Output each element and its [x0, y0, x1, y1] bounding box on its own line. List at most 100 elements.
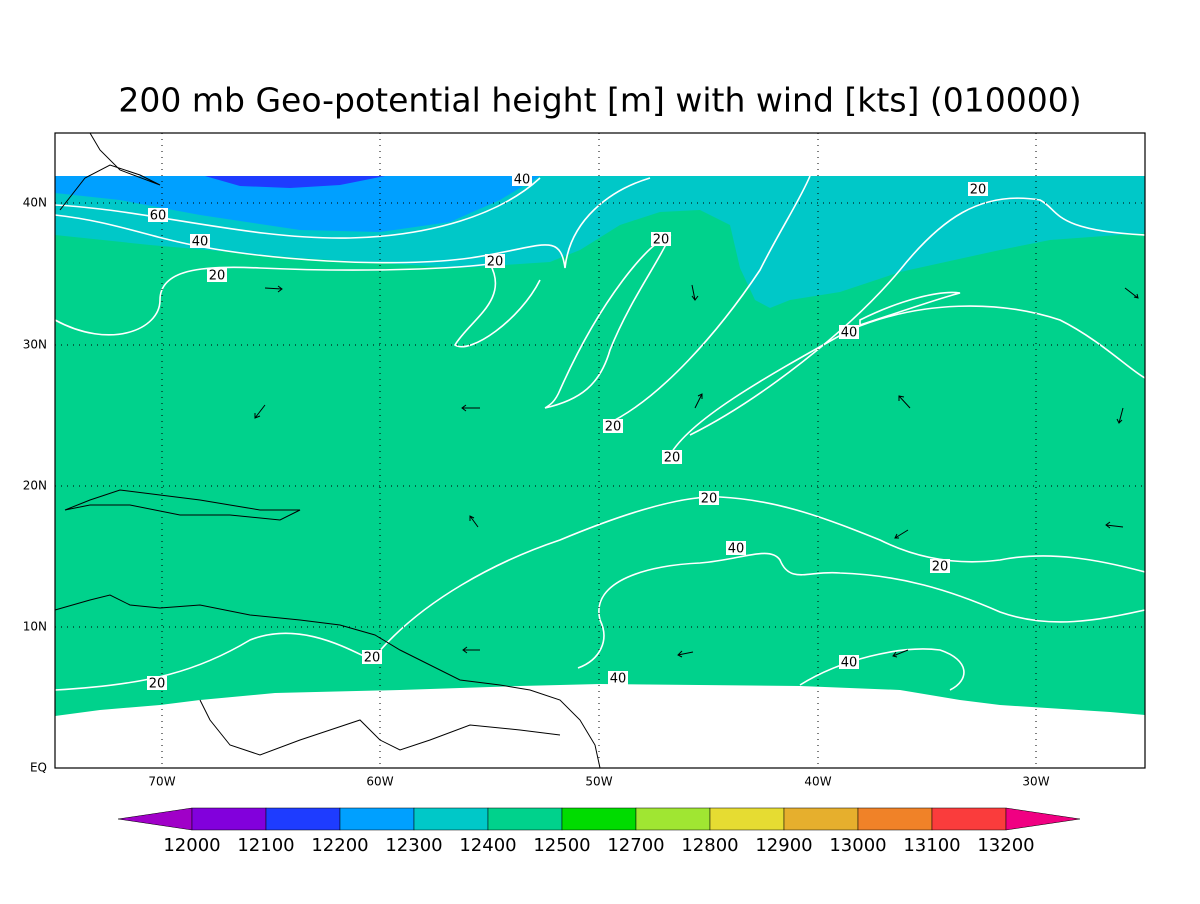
wind-arrow	[469, 515, 479, 528]
contour-line	[54, 177, 651, 269]
contour-line	[859, 291, 961, 327]
contour-label-bg	[726, 541, 746, 555]
fill-12100	[205, 176, 385, 188]
colorbar-box	[191, 807, 267, 831]
colorbar-box	[487, 807, 563, 831]
colorbar-box	[857, 807, 933, 831]
title: 200 mb Geo-potential height [m] with win…	[118, 81, 1081, 120]
contour-label: 20	[364, 651, 381, 666]
wind-arrow	[677, 650, 694, 658]
colorbar-triangle	[117, 807, 193, 831]
colorbar-box	[635, 807, 711, 831]
contour-line	[669, 305, 1146, 456]
labels: 70W 60W 50W 40W 30W EQ 10N 20N 30N 40N 40 20 60 40 20 2…	[23, 172, 1050, 789]
lat-label: 20N	[23, 479, 47, 493]
lon-label: 60W	[366, 775, 393, 789]
wind-arrow	[898, 395, 911, 409]
contour-label-bg	[608, 671, 628, 685]
coastline	[54, 594, 601, 769]
contour-label-bg	[148, 208, 168, 222]
wind-arrow	[694, 393, 703, 409]
colorbar-label: 12100	[237, 835, 294, 856]
lon-label: 50W	[585, 775, 612, 789]
contour-label-bg	[651, 232, 671, 246]
coastline	[199, 699, 561, 756]
colorbar-box	[561, 807, 637, 831]
contour-label-bg	[839, 655, 859, 669]
colorbar-box	[931, 807, 1007, 831]
contours	[54, 175, 1146, 691]
map-frame	[54, 132, 1146, 769]
contour-label: 40	[610, 672, 627, 687]
contour-label-bg	[512, 172, 532, 186]
wind-arrow	[894, 529, 909, 539]
contour-label-bg	[662, 450, 682, 464]
colorbar-label: 13000	[829, 835, 886, 856]
wind-arrow	[264, 285, 283, 293]
lat-label: 30N	[23, 338, 47, 352]
wind-arrow	[462, 646, 480, 654]
contour-label: 20	[970, 183, 987, 198]
colorbar-triangle	[1005, 807, 1081, 831]
contour-label: 20	[209, 269, 226, 284]
lat-label: 10N	[23, 620, 47, 634]
contour-label: 20	[487, 255, 504, 270]
colorbar-label: 12000	[163, 835, 220, 856]
colorbar-label: 12800	[681, 835, 738, 856]
contour-line	[604, 175, 811, 426]
colorbar-label: 12900	[755, 835, 812, 856]
wind-vectors	[254, 284, 1139, 658]
contour-label: 20	[653, 233, 670, 248]
fill-12200	[55, 176, 540, 232]
coastline	[59, 132, 161, 211]
contour-label: 20	[932, 560, 949, 575]
contour-label: 40	[514, 173, 531, 188]
colorbar-box	[265, 807, 341, 831]
wind-arrow	[691, 284, 699, 301]
wind-arrow	[892, 649, 909, 658]
lon-label: 30W	[1022, 775, 1049, 789]
fill-12400	[55, 176, 1145, 716]
contour-label-bg	[207, 268, 227, 282]
fields	[55, 176, 1145, 716]
colorbar-box	[709, 807, 785, 831]
contour-line	[577, 552, 1146, 669]
contour-label: 40	[841, 326, 858, 341]
contour-label-bg	[190, 234, 210, 248]
lon-label: 70W	[148, 775, 175, 789]
wind-arrow	[461, 404, 480, 412]
colorbar-label: 12700	[607, 835, 664, 856]
colorbar-box	[413, 807, 489, 831]
contour-label-bg	[699, 491, 719, 505]
coastlines	[54, 132, 601, 769]
lat-label: EQ	[30, 761, 47, 775]
colorbar-label: 12300	[385, 835, 442, 856]
wind-arrow	[1116, 407, 1124, 424]
contour-label-bg	[362, 650, 382, 664]
coastline	[64, 489, 301, 521]
contour-label: 40	[841, 656, 858, 671]
contour-label-bg	[930, 559, 950, 573]
contour-label: 20	[701, 492, 718, 507]
colorbar-box	[783, 807, 859, 831]
contour-line	[54, 263, 541, 348]
colorbar-box	[339, 807, 415, 831]
contour-line	[54, 177, 541, 239]
colorbar-label: 12500	[533, 835, 590, 856]
contour-label-bg	[147, 676, 167, 690]
contour-line	[54, 496, 1146, 691]
contour-label: 20	[149, 677, 166, 692]
colorbar-label: 12200	[311, 835, 368, 856]
wind-arrow	[1105, 521, 1124, 529]
wind-arrow	[254, 404, 266, 419]
contour-label: 40	[192, 235, 209, 250]
contour-label: 20	[664, 451, 681, 466]
wind-arrow	[1124, 287, 1139, 299]
lat-label: 40N	[23, 196, 47, 210]
contour-label-bg	[968, 182, 988, 196]
contour-label: 60	[150, 209, 167, 224]
contour-label-bg	[839, 325, 859, 339]
contour-label-bg	[603, 419, 623, 433]
colorbar: 12000 12100 12200 12300 12400 12500 12700 12800…	[117, 807, 1081, 856]
